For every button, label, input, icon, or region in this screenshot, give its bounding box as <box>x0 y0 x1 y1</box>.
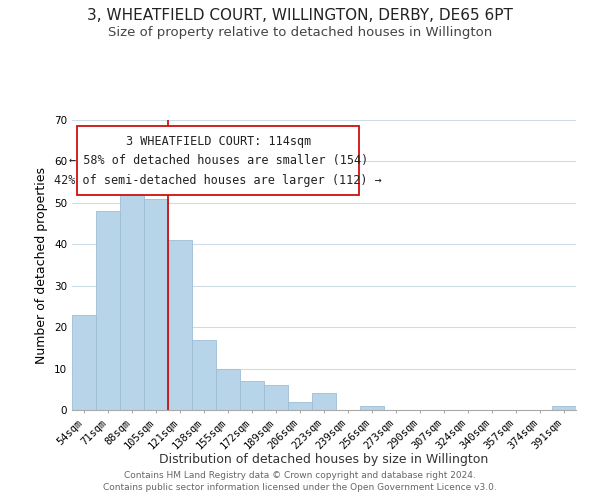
Text: Contains HM Land Registry data © Crown copyright and database right 2024.
Contai: Contains HM Land Registry data © Crown c… <box>103 471 497 492</box>
Y-axis label: Number of detached properties: Number of detached properties <box>35 166 49 364</box>
Bar <box>312 394 336 410</box>
FancyBboxPatch shape <box>77 126 359 196</box>
Bar <box>96 211 120 410</box>
Bar <box>120 174 144 410</box>
Bar <box>552 406 576 410</box>
Bar <box>72 314 96 410</box>
Bar <box>264 385 288 410</box>
Bar <box>216 368 240 410</box>
Text: Distribution of detached houses by size in Willington: Distribution of detached houses by size … <box>160 452 488 466</box>
Text: 3, WHEATFIELD COURT, WILLINGTON, DERBY, DE65 6PT: 3, WHEATFIELD COURT, WILLINGTON, DERBY, … <box>87 8 513 22</box>
Text: 3 WHEATFIELD COURT: 114sqm
← 58% of detached houses are smaller (154)
42% of sem: 3 WHEATFIELD COURT: 114sqm ← 58% of deta… <box>54 134 382 186</box>
Bar <box>192 340 216 410</box>
Bar <box>168 240 192 410</box>
Bar <box>288 402 312 410</box>
Bar <box>144 198 168 410</box>
Bar <box>360 406 384 410</box>
Bar <box>240 381 264 410</box>
Text: Size of property relative to detached houses in Willington: Size of property relative to detached ho… <box>108 26 492 39</box>
